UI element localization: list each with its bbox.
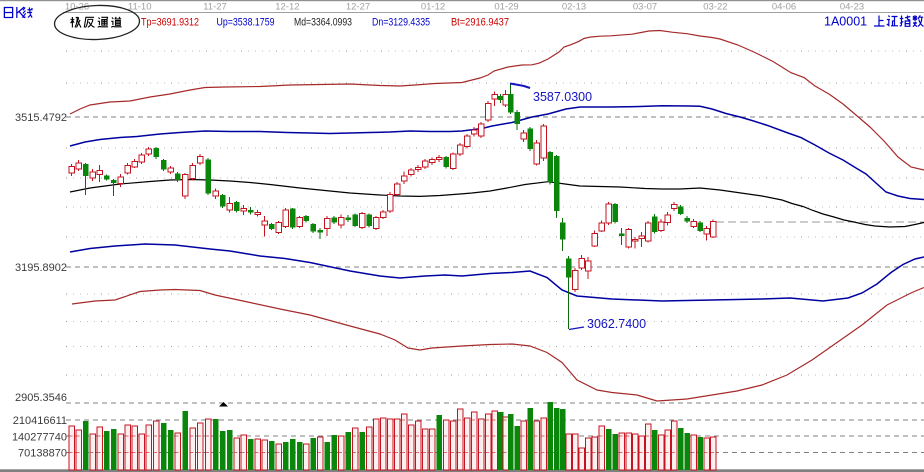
svg-text:Tp=3691.9312: Tp=3691.9312 <box>141 17 199 29</box>
svg-text:12-27: 12-27 <box>346 2 370 13</box>
svg-text:140277740: 140277740 <box>12 432 67 444</box>
svg-text:Dn=3129.4335: Dn=3129.4335 <box>372 17 430 29</box>
svg-text:Up=3538.1759: Up=3538.1759 <box>217 17 275 29</box>
svg-text:02-13: 02-13 <box>562 2 586 13</box>
svg-text:70138870: 70138870 <box>18 448 67 460</box>
svg-text:01-12: 01-12 <box>421 2 445 13</box>
svg-text:Md=3364.0993: Md=3364.0993 <box>294 17 352 29</box>
svg-text:10-26: 10-26 <box>65 2 89 13</box>
svg-text:3195.8902: 3195.8902 <box>15 262 67 274</box>
svg-text:03-22: 03-22 <box>703 2 727 13</box>
svg-text:11-10: 11-10 <box>128 2 152 13</box>
svg-text:04-06: 04-06 <box>772 2 796 13</box>
svg-text:11-27: 11-27 <box>203 2 227 13</box>
svg-text:Bt=2916.9437: Bt=2916.9437 <box>451 17 509 29</box>
svg-text:1A0001: 1A0001 <box>824 15 867 29</box>
svg-text:3515.4792: 3515.4792 <box>15 112 67 124</box>
svg-text:01-29: 01-29 <box>494 2 518 13</box>
svg-text:03-07: 03-07 <box>633 2 657 13</box>
svg-text:210416611: 210416611 <box>13 415 67 427</box>
svg-text:2905.3546: 2905.3546 <box>15 392 67 404</box>
svg-text:12-12: 12-12 <box>275 2 299 13</box>
svg-text:04-23: 04-23 <box>840 2 864 13</box>
svg-text:3587.0300: 3587.0300 <box>533 90 592 104</box>
svg-text:3062.7400: 3062.7400 <box>587 317 646 331</box>
